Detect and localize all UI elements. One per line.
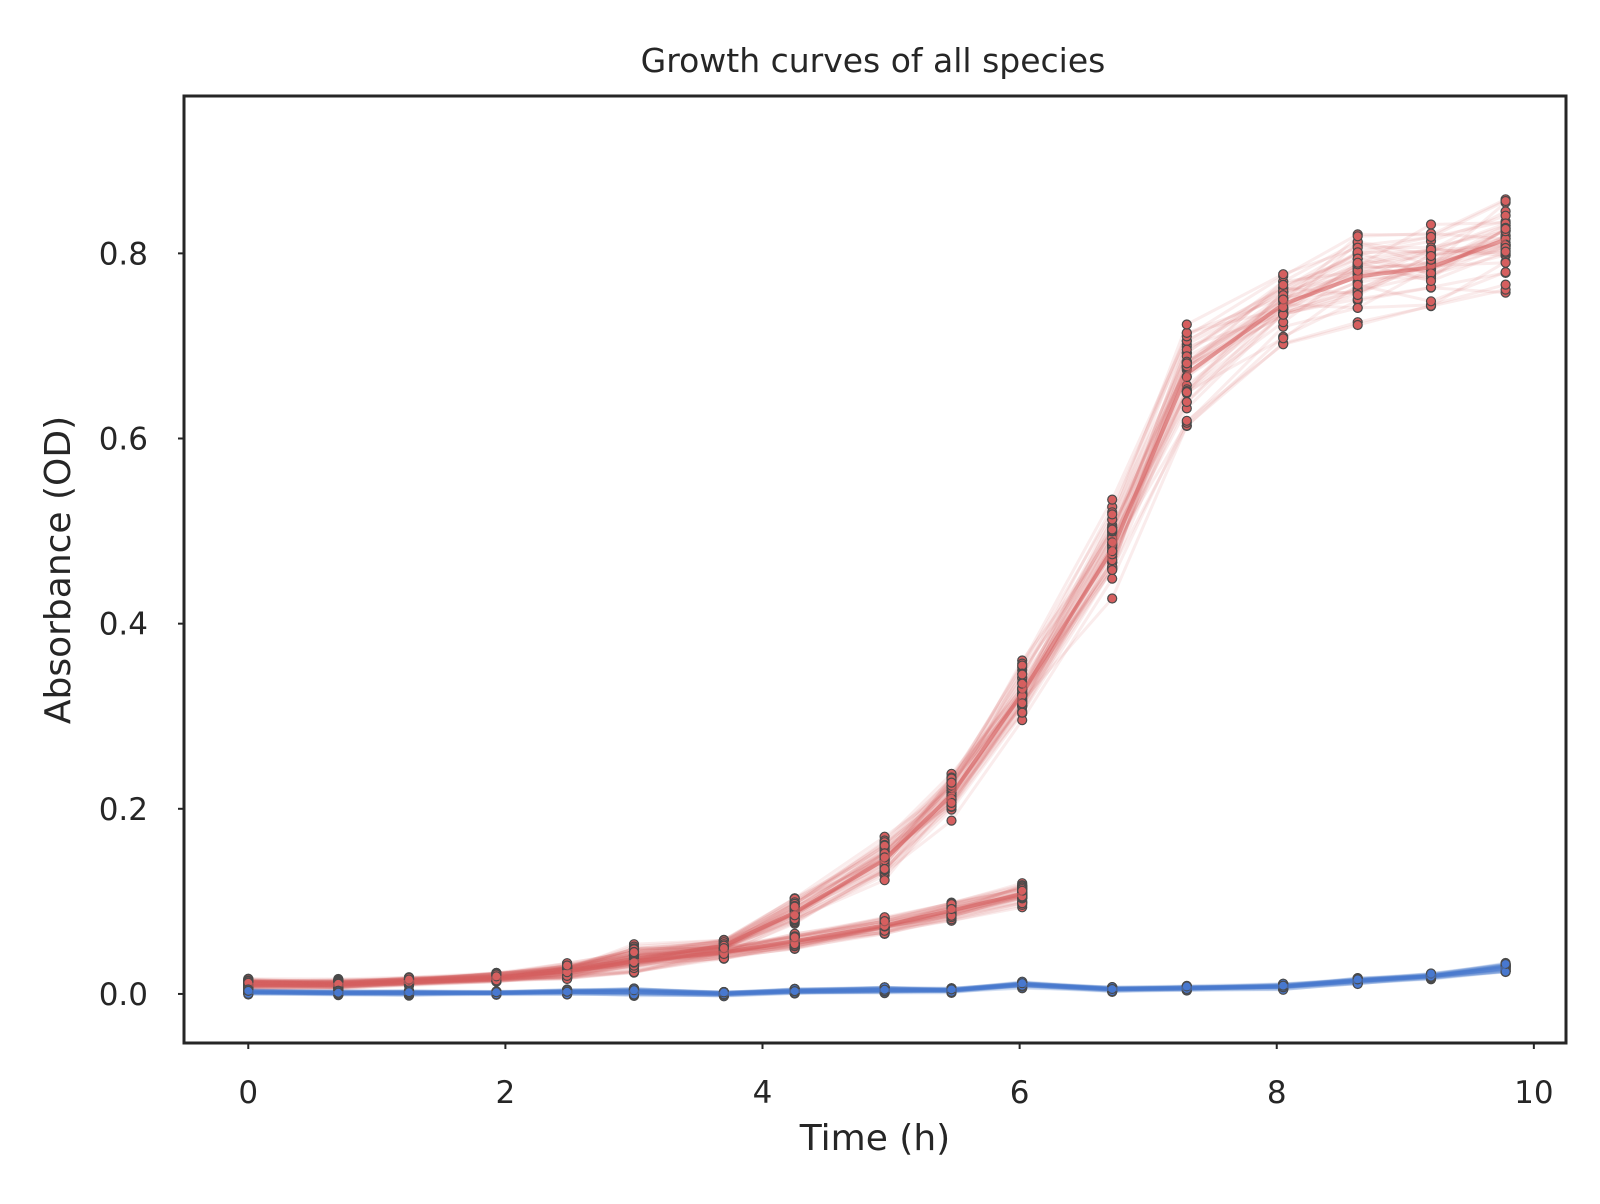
series-mean-line [248, 892, 1023, 987]
data-point [1352, 231, 1363, 242]
data-point [1425, 231, 1437, 242]
y-tick-label: 0.2 [99, 792, 148, 828]
data-point [561, 960, 573, 971]
axes-frame [182, 94, 1568, 1045]
data-point [1107, 494, 1118, 505]
data-point [1425, 219, 1437, 230]
data-point [1352, 302, 1363, 313]
data-point [1500, 279, 1511, 290]
data-point [1107, 524, 1118, 535]
x-tick-label: 10 [1514, 1075, 1553, 1111]
data-point [1278, 269, 1289, 280]
x-tick-label: 8 [1267, 1075, 1287, 1111]
data-point [1425, 275, 1437, 287]
data-point [946, 815, 957, 826]
data-point [1352, 279, 1363, 290]
data-point [1107, 564, 1118, 576]
x-axis: 0 2 4 6 8 10 [238, 1043, 1554, 1111]
data-point [1500, 267, 1511, 278]
data-point [1181, 396, 1192, 408]
data-point [1181, 319, 1192, 330]
data-point [1181, 327, 1192, 338]
data-point [1500, 195, 1511, 207]
series-mean-line [248, 966, 1506, 996]
data-point [1107, 509, 1118, 520]
data-point [879, 875, 890, 886]
data-point [1425, 250, 1437, 262]
plot-area [243, 194, 1511, 1002]
data-point [1017, 669, 1028, 680]
y-tick-label: 0.0 [99, 977, 148, 1013]
data-point [1181, 358, 1192, 369]
data-point [946, 797, 957, 809]
x-tick-label: 0 [238, 1075, 258, 1111]
x-axis-label: Time (h) [799, 1118, 950, 1159]
data-point [1500, 223, 1511, 234]
data-point [1107, 593, 1118, 604]
data-point [1278, 279, 1289, 290]
data-point [1500, 257, 1511, 268]
data-point [1181, 415, 1192, 426]
data-point [1017, 698, 1028, 709]
data-point [1500, 246, 1511, 257]
y-tick-label: 0.6 [99, 422, 148, 458]
chart-title: Growth curves of all species [641, 41, 1106, 80]
x-tick-label: 4 [753, 1075, 773, 1111]
y-tick-label: 0.4 [99, 607, 148, 643]
y-axis: 0.0 0.2 0.4 0.6 0.8 [99, 236, 184, 1013]
data-point [879, 863, 890, 875]
data-point [1278, 333, 1289, 344]
x-tick-label: 2 [496, 1075, 516, 1111]
data-point [946, 777, 957, 788]
series-2 [243, 957, 1511, 1002]
y-axis-label: Absorbance (OD) [38, 416, 79, 724]
data-point [1425, 296, 1437, 307]
data-point [1181, 387, 1192, 398]
data-point [628, 946, 640, 958]
x-tick-label: 6 [1010, 1075, 1030, 1111]
y-tick-label: 0.8 [99, 236, 148, 272]
data-point [1107, 573, 1118, 584]
data-point [1017, 707, 1028, 718]
data-point [1352, 319, 1363, 331]
data-point [1352, 289, 1363, 301]
data-point [1352, 257, 1363, 268]
